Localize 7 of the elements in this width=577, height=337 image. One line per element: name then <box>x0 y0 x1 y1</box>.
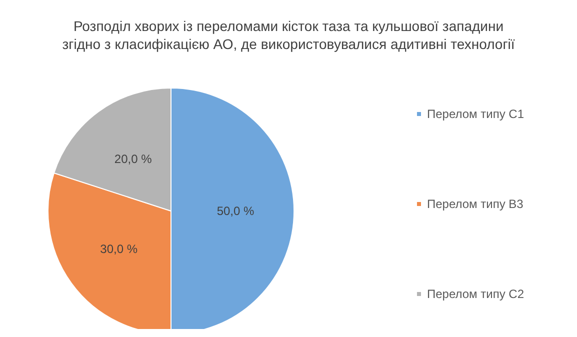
legend-label: Перелом типу В3 <box>426 197 524 211</box>
legend-label: Перелом типу С1 <box>426 107 524 121</box>
chart-title: Розподіл хворих із переломами кісток таза та кульшової западини згідно з класифікацією АО, де використовувалися адитивні технології <box>62 18 515 52</box>
data-label: 20,0 % <box>114 152 152 166</box>
data-label: 30,0 % <box>100 242 138 256</box>
data-label: 50,0 % <box>216 204 255 218</box>
legend-label: Перелом типу С2 <box>426 287 524 301</box>
